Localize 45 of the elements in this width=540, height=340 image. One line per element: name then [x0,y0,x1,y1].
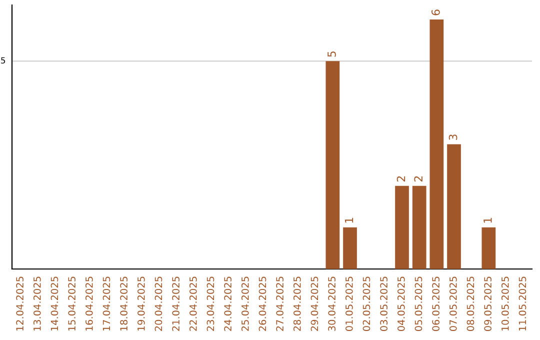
x-tick-label: 27.04.2025 [276,276,284,331]
x-tick-label: 06.05.2025 [432,276,440,331]
x-tick-label: 22.04.2025 [189,276,197,331]
x-tick-label: 20.04.2025 [154,276,162,331]
x-tick-label: 10.05.2025 [501,276,509,331]
bar [430,20,444,269]
x-tick-label: 19.04.2025 [137,276,145,331]
x-tick-label: 28.04.2025 [293,276,301,331]
x-tick-label: 05.05.2025 [414,276,422,331]
x-tick-label: 16.04.2025 [85,276,93,331]
ref-line-label: 5 [1,57,6,64]
bar [412,186,426,269]
x-tick-label: 04.05.2025 [397,276,405,331]
x-tick-label: 29.04.2025 [310,276,318,331]
data-label: 2 [396,176,406,182]
bar [447,144,461,269]
x-tick-label: 23.04.2025 [206,276,214,331]
x-tick-label: 12.04.2025 [16,276,24,331]
data-label: 1 [484,218,492,223]
x-tick-label: 24.04.2025 [224,276,232,331]
x-tick-label: 02.05.2025 [362,276,370,331]
x-tick-label: 09.05.2025 [484,276,492,331]
bar [326,61,340,269]
x-tick-label: 30.04.2025 [328,276,336,331]
data-label: 5 [328,51,336,57]
data-label: 6 [431,10,440,16]
bar [343,227,357,269]
x-tick-label: 03.05.2025 [380,276,388,331]
x-tick-label: 21.04.2025 [172,276,180,331]
x-tick-label: 17.04.2025 [102,276,110,331]
x-tick-label: 11.05.2025 [518,276,526,331]
x-tick-label: 08.05.2025 [466,276,474,331]
data-label: 1 [344,218,354,223]
x-tick-label: 15.04.2025 [68,276,76,331]
data-label: 2 [414,176,422,182]
x-tick-label: 07.05.2025 [449,276,457,331]
x-tick-label: 01.05.2025 [345,276,353,331]
bar [395,186,409,269]
x-tick-label: 14.04.2025 [50,276,58,331]
x-tick-label: 26.04.2025 [258,276,266,331]
x-tick-label: 18.04.2025 [120,276,128,331]
bar [482,227,496,269]
x-tick-label: 13.04.2025 [33,276,41,331]
data-label: 3 [448,134,458,140]
x-tick-label: 25.04.2025 [241,276,249,331]
